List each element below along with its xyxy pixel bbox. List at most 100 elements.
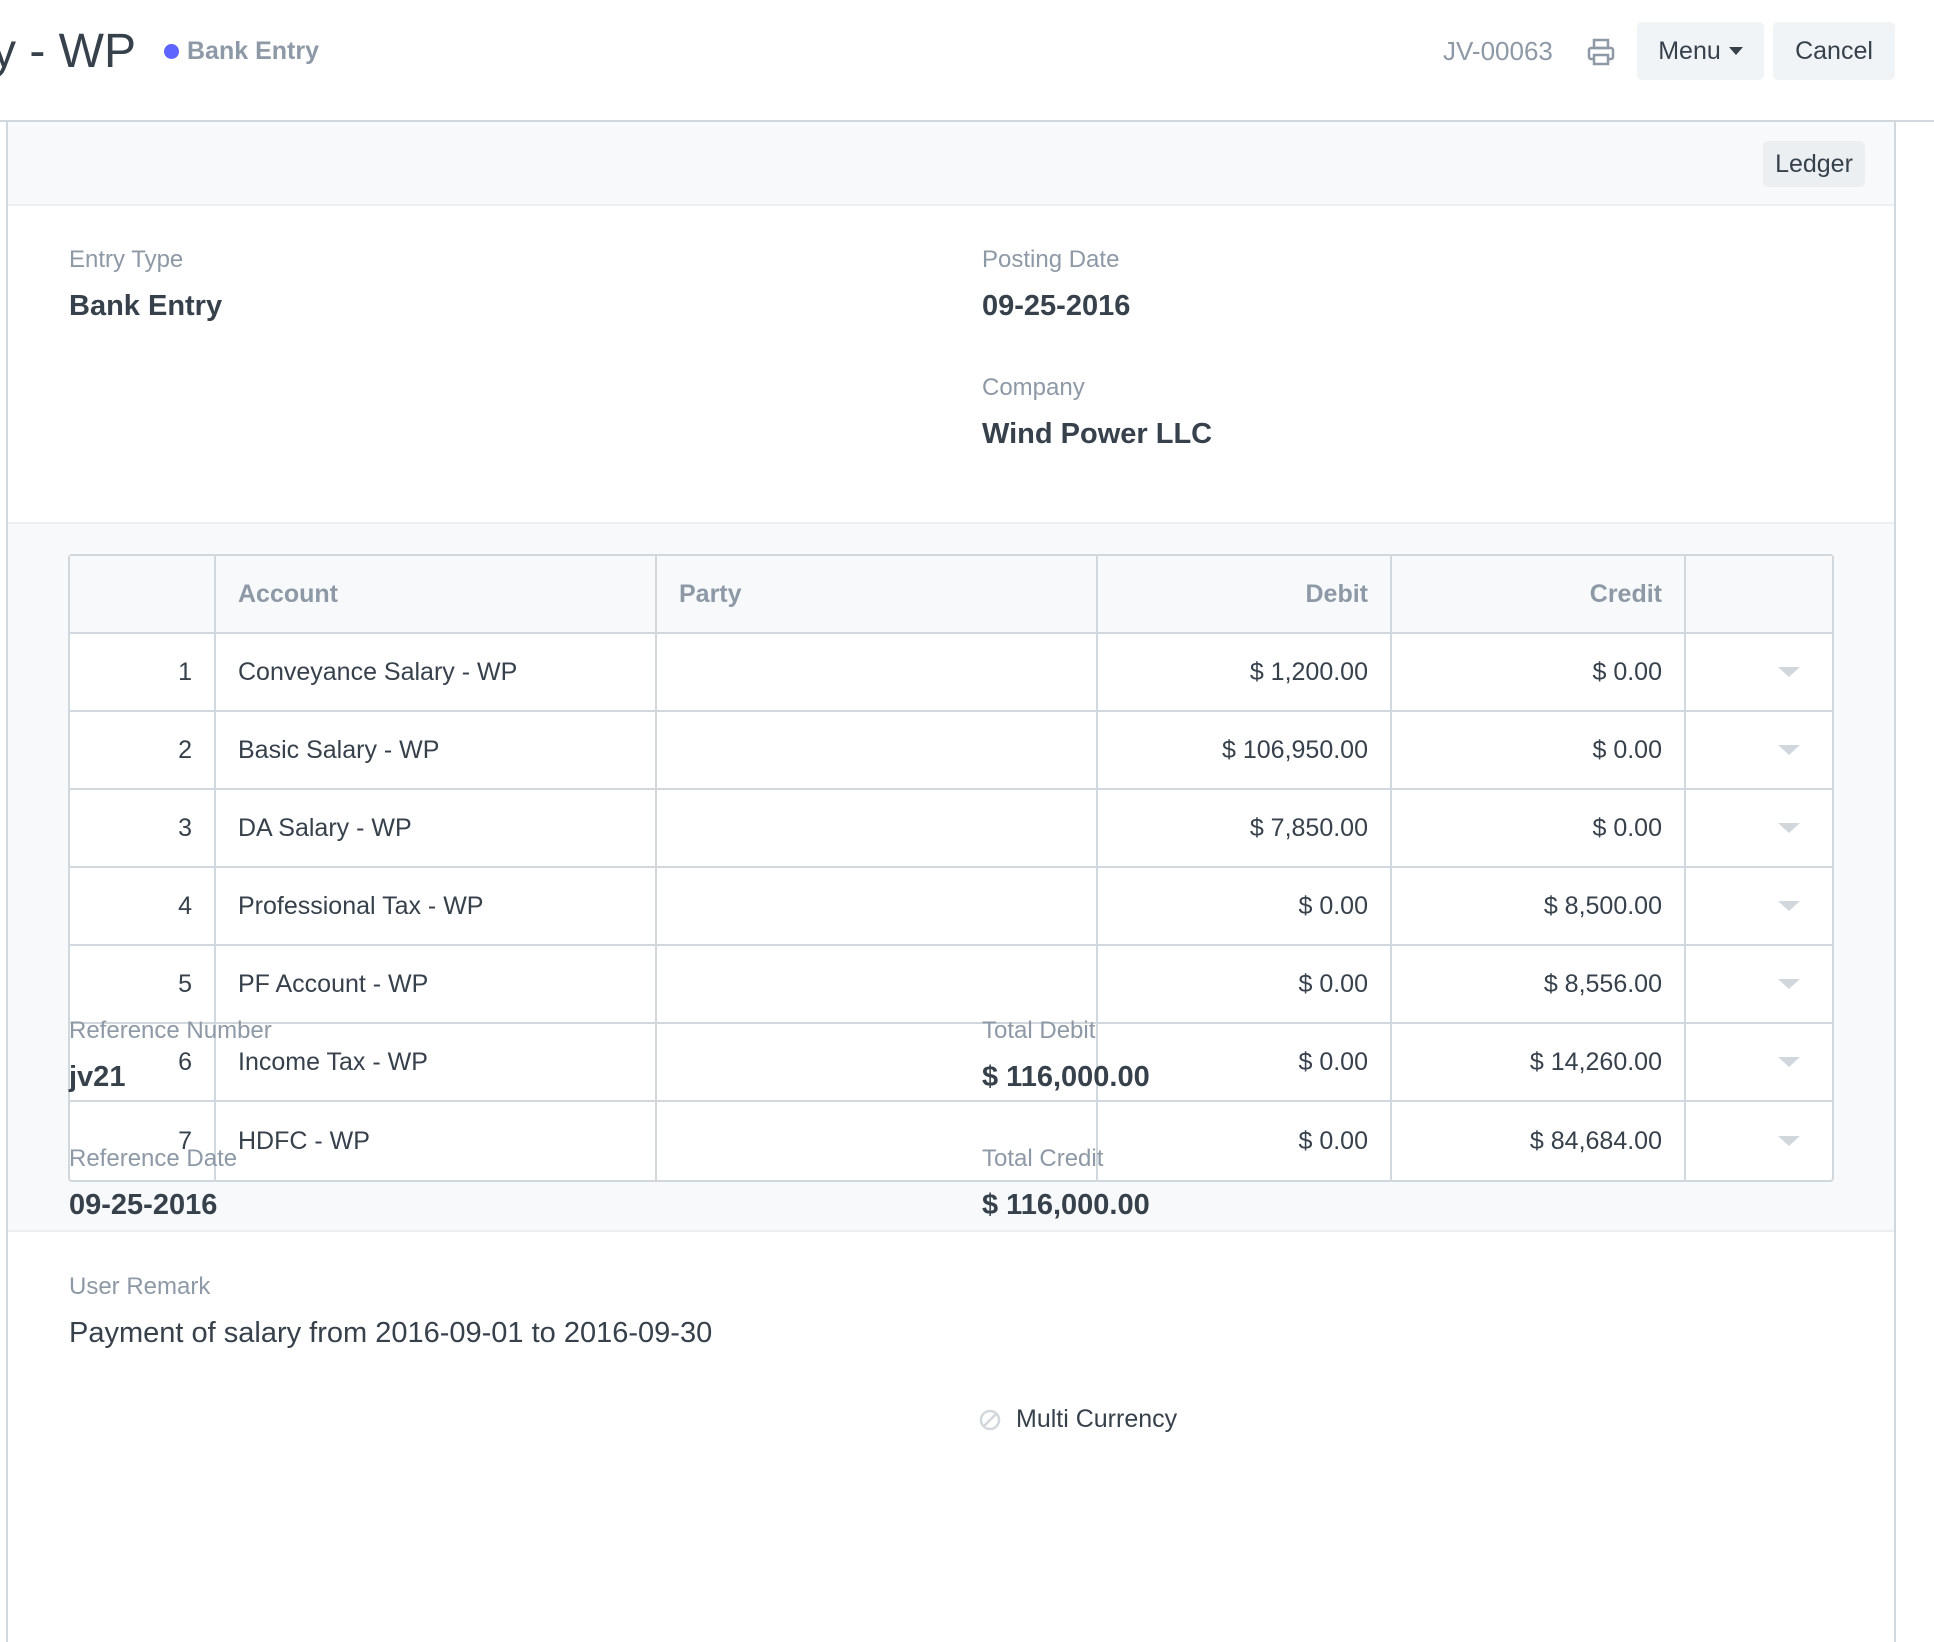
row-edit-toggle[interactable] — [1686, 634, 1832, 710]
reference-date-value: 09-25-2016 — [69, 1189, 218, 1221]
row-debit[interactable]: $ 7,850.00 — [1098, 790, 1392, 866]
multi-currency-checkbox[interactable]: Multi Currency — [978, 1405, 1177, 1434]
column-header-credit: Credit — [1392, 556, 1686, 632]
row-index: 1 — [70, 634, 216, 710]
row-credit[interactable]: $ 0.00 — [1392, 634, 1686, 710]
caret-down-icon — [1778, 979, 1800, 989]
row-index: 7 — [70, 1102, 216, 1180]
table-header-row: Account Party Debit Credit — [70, 556, 1832, 634]
row-edit-toggle[interactable] — [1686, 868, 1832, 944]
row-debit[interactable]: $ 0.00 — [1098, 1024, 1392, 1100]
row-edit-toggle[interactable] — [1686, 712, 1832, 788]
total-debit-value: $ 116,000.00 — [982, 1061, 1150, 1093]
row-edit-toggle[interactable] — [1686, 946, 1832, 1022]
status-dot-icon — [163, 43, 179, 59]
row-party[interactable] — [657, 1024, 1098, 1100]
posting-date-value: 09-25-2016 — [982, 290, 1131, 322]
row-index: 2 — [70, 712, 216, 788]
row-account[interactable]: Income Tax - WP — [216, 1024, 657, 1100]
entry-type-field: Entry Type Bank Entry — [69, 246, 222, 323]
row-account[interactable]: Conveyance Salary - WP — [216, 634, 657, 710]
company-field: Company Wind Power LLC — [982, 374, 1212, 451]
status-label: Bank Entry — [186, 36, 319, 65]
cancel-button[interactable]: Cancel — [1773, 22, 1895, 80]
document-name: JV-00063 — [1443, 36, 1553, 66]
reference-number-label: Reference Number — [69, 1017, 272, 1044]
posting-date-field: Posting Date 09-25-2016 — [982, 246, 1130, 323]
table-row[interactable]: 3 DA Salary - WP $ 7,850.00 $ 0.00 — [70, 790, 1832, 868]
entry-type-value: Bank Entry — [69, 290, 223, 322]
form-card: Ledger Entry Type Bank Entry Posting Dat… — [6, 122, 1896, 1642]
page-title: y - WP — [0, 24, 136, 78]
reference-number-value: jv21 — [69, 1061, 126, 1093]
row-party[interactable] — [657, 1102, 1098, 1180]
total-credit-field: Total Credit $ 116,000.00 — [982, 1145, 1150, 1222]
row-party[interactable] — [657, 790, 1098, 866]
printer-icon[interactable] — [1585, 36, 1617, 68]
row-debit[interactable]: $ 106,950.00 — [1098, 712, 1392, 788]
row-edit-toggle[interactable] — [1686, 1024, 1832, 1100]
caret-down-icon — [1728, 47, 1743, 55]
column-header-party: Party — [657, 556, 1098, 632]
row-debit[interactable]: $ 0.00 — [1098, 868, 1392, 944]
user-remark-label: User Remark — [69, 1273, 211, 1300]
row-party[interactable] — [657, 712, 1098, 788]
company-label: Company — [982, 374, 1085, 401]
caret-down-icon — [1778, 901, 1800, 911]
menu-button[interactable]: Menu — [1637, 22, 1764, 80]
row-party[interactable] — [657, 868, 1098, 944]
total-debit-label: Total Debit — [982, 1017, 1096, 1044]
table-row[interactable]: 6 Income Tax - WP $ 0.00 $ 14,260.00 — [70, 1024, 1832, 1102]
title-area: y - WP Bank Entry — [0, 20, 319, 82]
table-row[interactable]: 7 HDFC - WP $ 0.00 $ 84,684.00 — [70, 1102, 1832, 1180]
row-debit[interactable]: $ 0.00 — [1098, 946, 1392, 1022]
column-header-account: Account — [216, 556, 657, 632]
column-header-debit: Debit — [1098, 556, 1392, 632]
multi-currency-label: Multi Currency — [1016, 1405, 1178, 1433]
form-toolbar: Ledger — [8, 122, 1894, 206]
row-index: 4 — [70, 868, 216, 944]
column-header-actions — [1686, 556, 1832, 632]
accounts-table: Account Party Debit Credit 1 Conveyance S… — [68, 554, 1834, 1182]
table-row[interactable]: 2 Basic Salary - WP $ 106,950.00 $ 0.00 — [70, 712, 1832, 790]
caret-down-icon — [1778, 1136, 1800, 1146]
user-remark-field: User Remark Payment of salary from 2016-… — [69, 1273, 712, 1350]
row-credit[interactable]: $ 0.00 — [1392, 790, 1686, 866]
row-credit[interactable]: $ 84,684.00 — [1392, 1102, 1686, 1180]
reference-number-field: Reference Number jv21 — [69, 1017, 272, 1094]
row-debit[interactable]: $ 0.00 — [1098, 1102, 1392, 1180]
row-account[interactable]: DA Salary - WP — [216, 790, 657, 866]
user-remark-value: Payment of salary from 2016-09-01 to 201… — [69, 1317, 713, 1349]
row-credit[interactable]: $ 0.00 — [1392, 712, 1686, 788]
posting-date-label: Posting Date — [982, 246, 1120, 273]
row-index: 5 — [70, 946, 216, 1022]
row-account[interactable]: Professional Tax - WP — [216, 868, 657, 944]
row-account[interactable]: HDFC - WP — [216, 1102, 657, 1180]
page-header: y - WP Bank Entry JV-00063 Menu Cancel — [0, 0, 1934, 122]
table-row[interactable]: 5 PF Account - WP $ 0.00 $ 8,556.00 — [70, 946, 1832, 1024]
caret-down-icon — [1778, 745, 1800, 755]
row-account[interactable]: Basic Salary - WP — [216, 712, 657, 788]
row-debit[interactable]: $ 1,200.00 — [1098, 634, 1392, 710]
row-party[interactable] — [657, 946, 1098, 1022]
company-value: Wind Power LLC — [982, 418, 1213, 450]
ledger-button[interactable]: Ledger — [1763, 141, 1865, 187]
total-credit-value: $ 116,000.00 — [982, 1189, 1150, 1221]
accounts-section: Account Party Debit Credit 1 Conveyance S… — [8, 522, 1894, 1232]
row-edit-toggle[interactable] — [1686, 1102, 1832, 1180]
row-index: 6 — [70, 1024, 216, 1100]
row-credit[interactable]: $ 14,260.00 — [1392, 1024, 1686, 1100]
row-party[interactable] — [657, 634, 1098, 710]
row-index: 3 — [70, 790, 216, 866]
row-edit-toggle[interactable] — [1686, 790, 1832, 866]
status-indicator: Bank Entry — [163, 36, 319, 66]
table-row[interactable]: 4 Professional Tax - WP $ 0.00 $ 8,500.00 — [70, 868, 1832, 946]
caret-down-icon — [1778, 667, 1800, 677]
row-credit[interactable]: $ 8,500.00 — [1392, 868, 1686, 944]
row-account[interactable]: PF Account - WP — [216, 946, 657, 1022]
total-debit-field: Total Debit $ 116,000.00 — [982, 1017, 1150, 1094]
unchecked-icon — [978, 1408, 1002, 1432]
row-credit[interactable]: $ 8,556.00 — [1392, 946, 1686, 1022]
table-row[interactable]: 1 Conveyance Salary - WP $ 1,200.00 $ 0.00 — [70, 634, 1832, 712]
menu-button-label: Menu — [1658, 36, 1721, 65]
